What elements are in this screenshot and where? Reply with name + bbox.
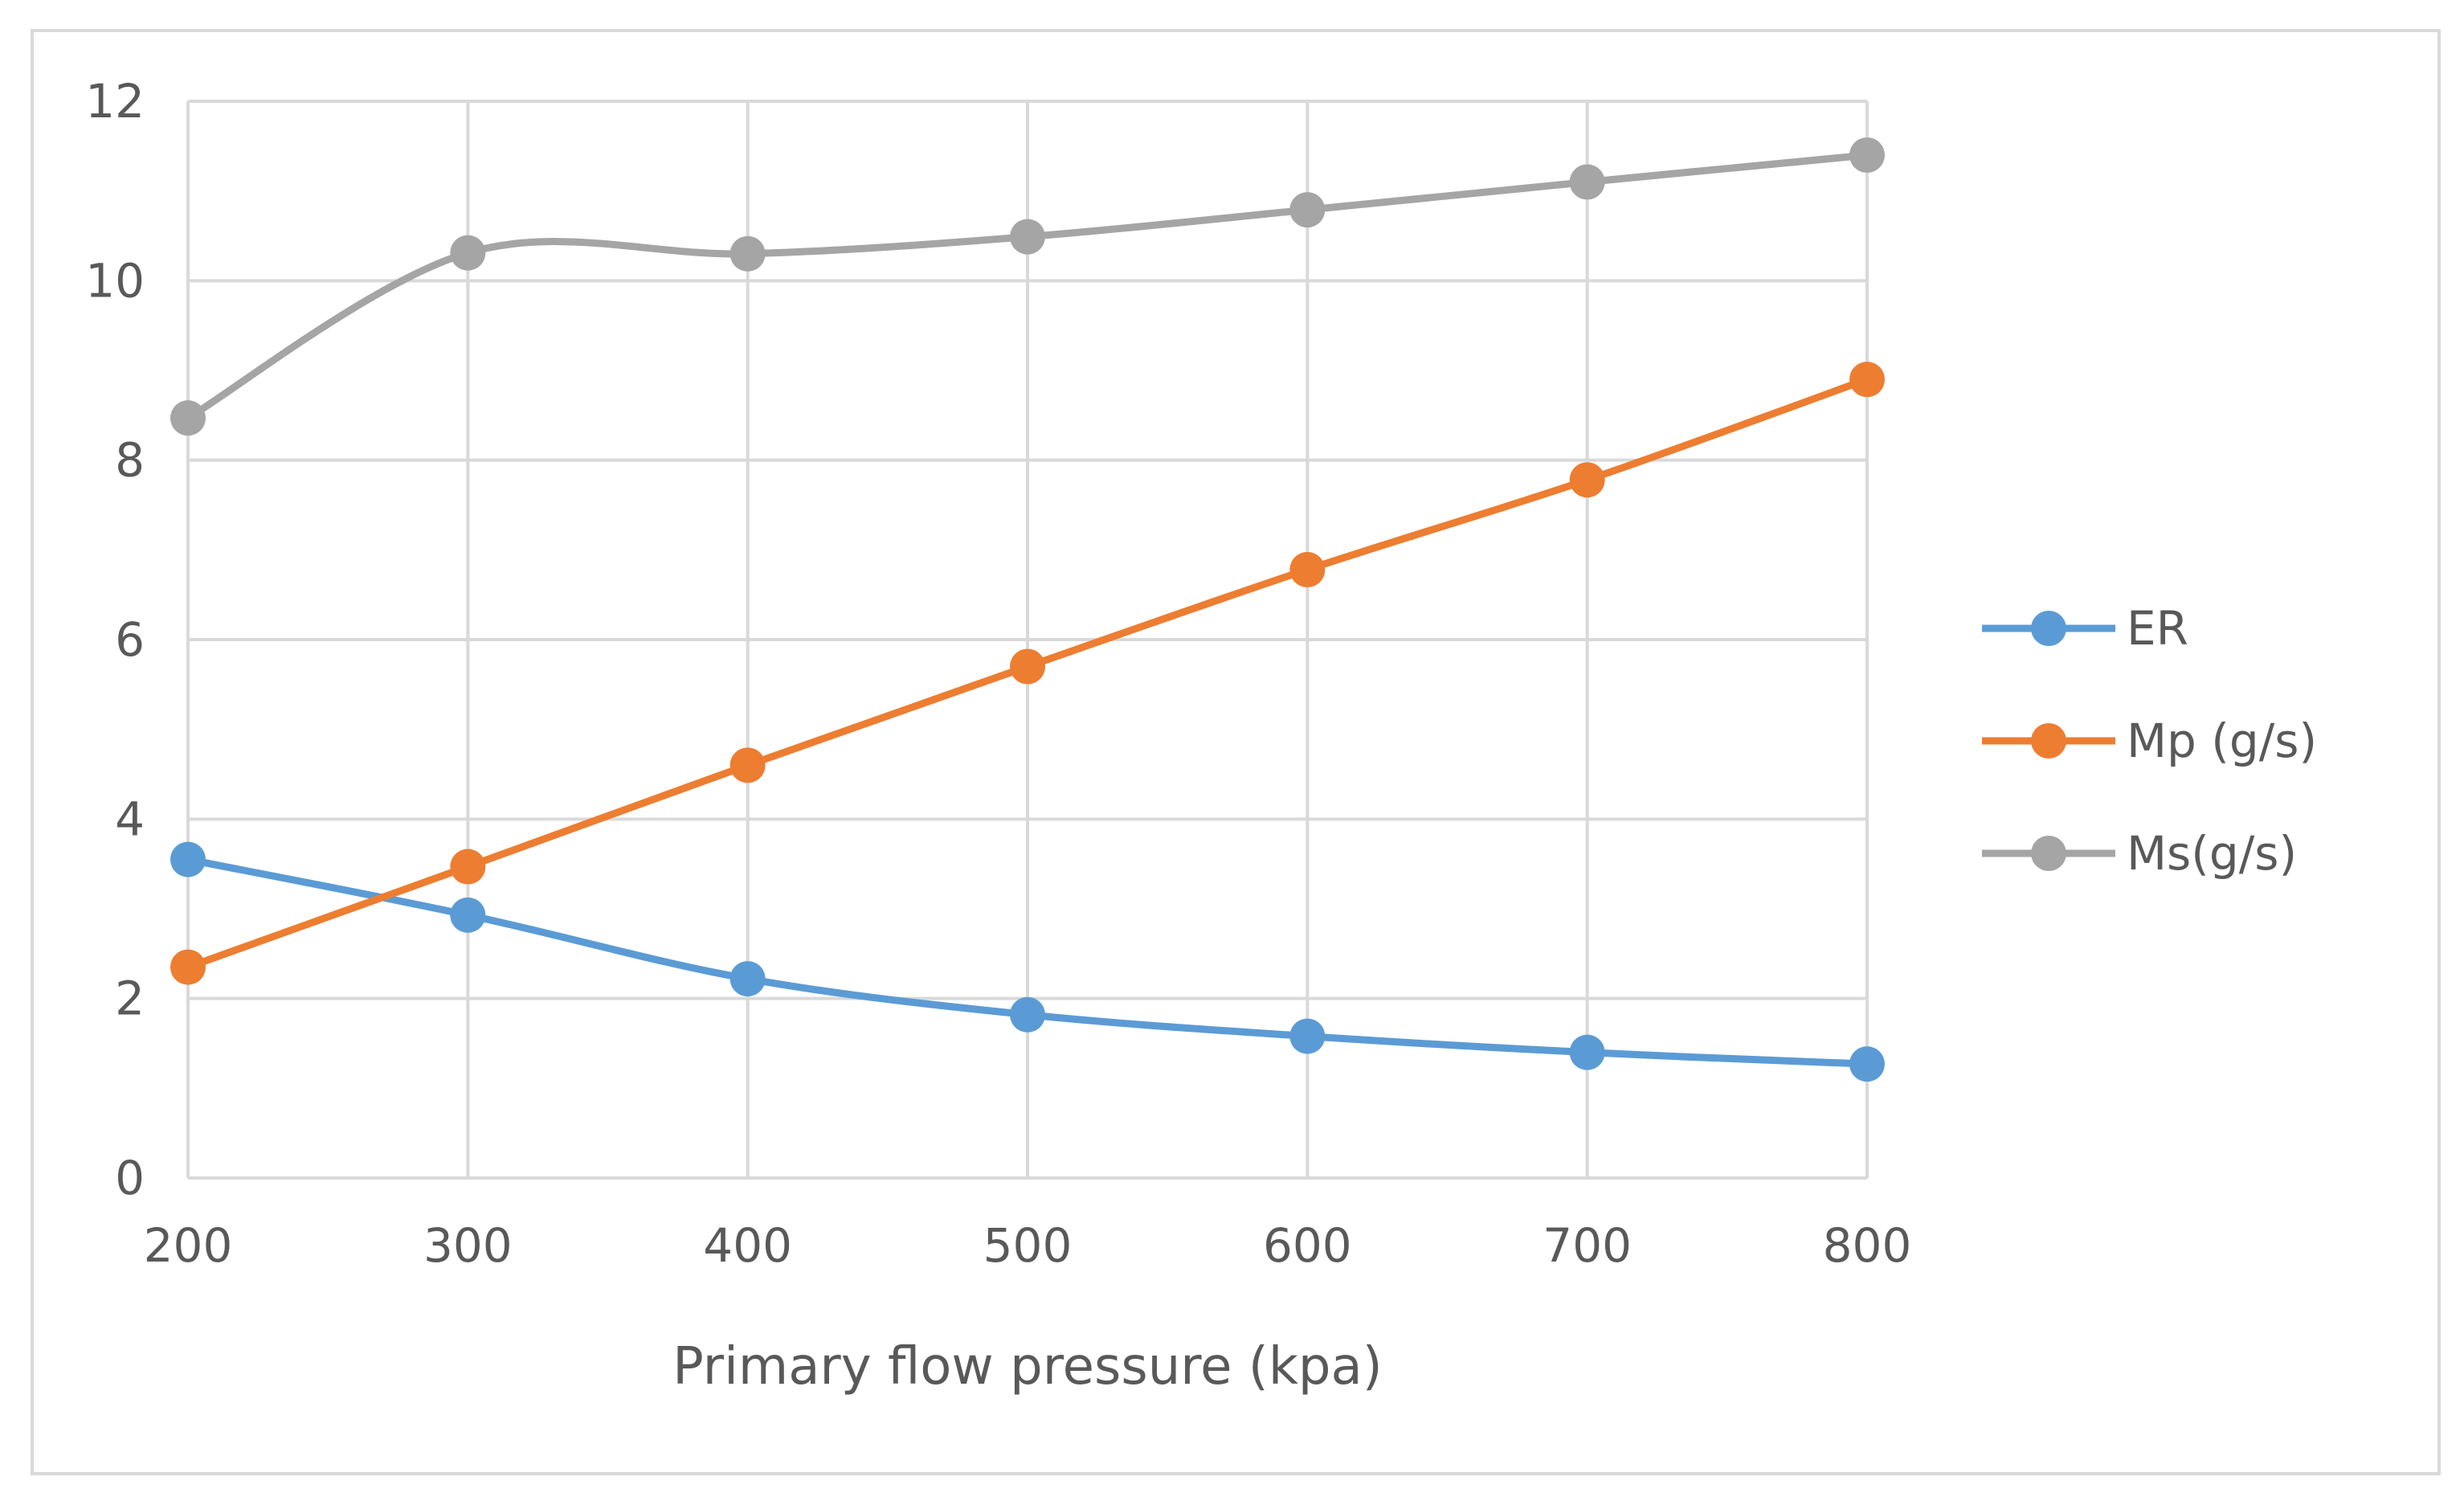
- legend-label: ER: [2127, 601, 2188, 656]
- y-tick-label: 12: [85, 74, 145, 129]
- legend: ER Mp (g/s) Ms(g/s): [1982, 601, 2317, 881]
- data-point-mp-g-s-400: [729, 747, 766, 783]
- y-tick-label: 8: [115, 433, 145, 488]
- line-chart: 0 2 4 6 8 10 12 200 300 400 500 600 700 800 Primary f…: [85, 74, 2317, 1397]
- data-point-mp-g-s-200: [170, 949, 206, 985]
- data-point-mp-g-s-800: [1849, 362, 1885, 398]
- data-point-ms-g-s-800: [1849, 137, 1885, 173]
- data-point-ms-g-s-500: [1010, 219, 1045, 255]
- y-tick-label: 6: [115, 612, 145, 667]
- data-point-mp-g-s-300: [450, 849, 486, 885]
- data-point-mp-g-s-700: [1569, 462, 1605, 498]
- y-tick-label: 2: [115, 971, 145, 1026]
- data-point-ms-g-s-700: [1569, 164, 1605, 200]
- data-point-er-700: [1569, 1034, 1605, 1070]
- series-mp-g-s: [170, 362, 1885, 985]
- data-point-er-800: [1849, 1046, 1885, 1082]
- tick-labels: 0 2 4 6 8 10 12 200 300 400 500 600 700 800: [85, 74, 1911, 1273]
- data-point-ms-g-s-400: [729, 235, 766, 272]
- x-tick-label: 800: [1823, 1218, 1912, 1273]
- series-ms-g-s: [170, 137, 1885, 436]
- data-point-mp-g-s-600: [1289, 551, 1326, 587]
- x-tick-label: 600: [1263, 1218, 1352, 1273]
- data-point-er-600: [1289, 1018, 1326, 1054]
- data-point-er-200: [170, 841, 206, 877]
- legend-item-ms-g-s: Ms(g/s): [1982, 826, 2297, 881]
- data-point-er-400: [729, 961, 766, 997]
- legend-label: Mp (g/s): [2127, 714, 2317, 768]
- gridlines: [188, 100, 1869, 1178]
- axes: [186, 101, 1867, 1180]
- series-er: [170, 841, 1885, 1082]
- data-point-ms-g-s-300: [450, 235, 486, 271]
- data-point-er-500: [1010, 996, 1045, 1033]
- legend-item-er: ER: [1982, 601, 2188, 656]
- legend-swatch-marker: [2031, 836, 2066, 871]
- x-tick-label: 500: [983, 1218, 1073, 1273]
- x-tick-label: 400: [703, 1218, 792, 1273]
- x-tick-label: 200: [144, 1218, 233, 1273]
- series: [170, 137, 1885, 1082]
- data-point-mp-g-s-500: [1010, 648, 1045, 685]
- legend-swatch-marker: [2031, 723, 2066, 759]
- y-tick-label: 4: [115, 791, 145, 846]
- y-tick-label: 0: [115, 1151, 145, 1205]
- data-point-er-300: [450, 897, 486, 933]
- x-tick-label: 300: [423, 1218, 513, 1273]
- legend-label: Ms(g/s): [2127, 826, 2297, 881]
- data-point-ms-g-s-200: [170, 400, 206, 436]
- x-tick-label: 700: [1543, 1218, 1632, 1273]
- legend-item-mp-g-s: Mp (g/s): [1982, 714, 2317, 768]
- legend-swatch-marker: [2031, 611, 2066, 646]
- y-tick-label: 10: [85, 253, 145, 308]
- data-point-ms-g-s-600: [1289, 192, 1326, 228]
- x-axis-title: Primary flow pressure (kpa): [672, 1337, 1382, 1397]
- chart-frame: 0 2 4 6 8 10 12 200 300 400 500 600 700 800 Primary f…: [31, 29, 2441, 1475]
